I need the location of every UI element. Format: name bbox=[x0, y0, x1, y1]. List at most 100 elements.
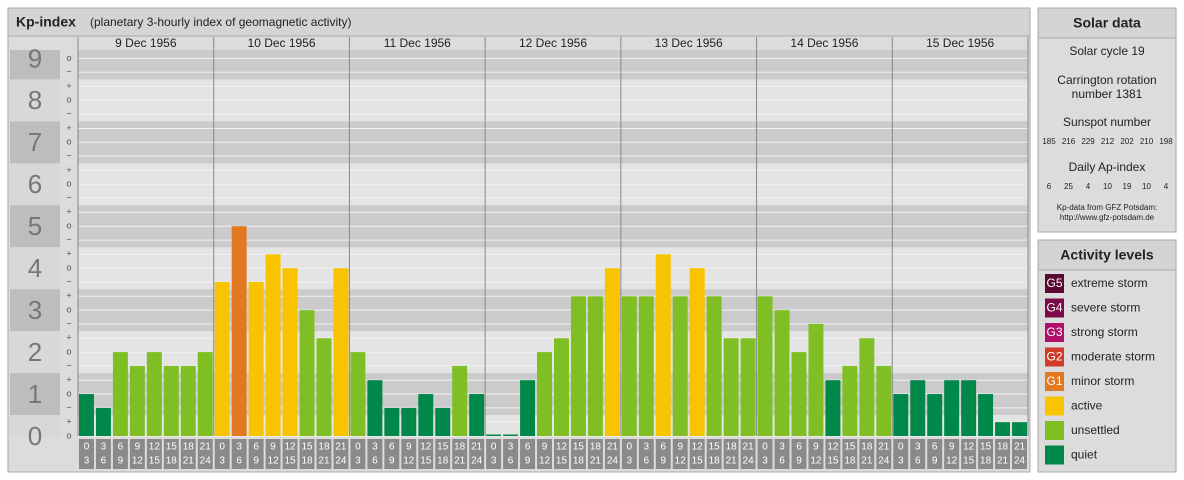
level-code: G3 bbox=[1046, 325, 1062, 339]
bar bbox=[587, 296, 603, 436]
hour-label: 18 bbox=[980, 456, 992, 467]
hour-box bbox=[723, 439, 739, 469]
bar bbox=[214, 282, 230, 436]
level-name: moderate storm bbox=[1071, 350, 1155, 364]
minor-tick-label: o bbox=[66, 263, 71, 273]
hour-box bbox=[163, 439, 179, 469]
sunspot-number: 210 bbox=[1140, 137, 1154, 146]
hour-label: 21 bbox=[183, 456, 195, 467]
bar bbox=[825, 380, 841, 436]
sunspot-number: 229 bbox=[1081, 137, 1095, 146]
y-label-bg bbox=[10, 50, 60, 80]
minor-tick-label: o bbox=[66, 53, 71, 63]
level-name: strong storm bbox=[1071, 325, 1138, 339]
sunspot-number: 212 bbox=[1101, 137, 1115, 146]
bar bbox=[859, 338, 875, 436]
hour-label: 15 bbox=[420, 456, 432, 467]
hour-box bbox=[282, 439, 298, 469]
hour-label: 21 bbox=[200, 442, 212, 453]
bar bbox=[944, 380, 960, 436]
bar bbox=[638, 296, 654, 436]
bar bbox=[401, 407, 417, 436]
hour-box bbox=[978, 439, 994, 469]
bar bbox=[740, 338, 756, 436]
level-swatch bbox=[1045, 274, 1064, 293]
hour-box bbox=[808, 439, 824, 469]
solar-title: Solar data bbox=[1073, 15, 1141, 31]
hour-box bbox=[384, 439, 400, 469]
hour-box bbox=[927, 439, 943, 469]
minor-tick-label: − bbox=[66, 234, 71, 244]
hour-label: 12 bbox=[132, 456, 144, 467]
level-code: G5 bbox=[1046, 276, 1062, 290]
hour-label: 12 bbox=[946, 456, 958, 467]
ap-number: 4 bbox=[1164, 182, 1169, 191]
hour-label: 15 bbox=[980, 442, 992, 453]
bar bbox=[367, 380, 383, 436]
minor-tick-label: o bbox=[66, 179, 71, 189]
hour-box bbox=[791, 439, 807, 469]
y-label-bg bbox=[10, 373, 60, 416]
sunspot-title: Sunspot number bbox=[1063, 115, 1151, 129]
y-label-bg bbox=[10, 79, 60, 122]
hour-label: 12 bbox=[556, 442, 568, 453]
hour-label: 0 bbox=[84, 442, 90, 453]
minor-tick-label: − bbox=[66, 192, 71, 202]
hour-label: 15 bbox=[844, 442, 856, 453]
hour-label: 9 bbox=[949, 442, 955, 453]
hour-label: 18 bbox=[590, 442, 602, 453]
hour-label: 15 bbox=[692, 456, 704, 467]
hour-label: 21 bbox=[878, 442, 890, 453]
bar bbox=[146, 352, 162, 436]
date-label: 9 Dec 1956 bbox=[115, 36, 177, 50]
levels-title: Activity levels bbox=[1060, 247, 1154, 263]
hour-box bbox=[418, 439, 434, 469]
hour-box bbox=[1012, 439, 1027, 469]
level-swatch bbox=[1045, 347, 1064, 367]
hour-label: 21 bbox=[318, 456, 330, 467]
hour-box bbox=[893, 439, 909, 469]
y-label-bg bbox=[10, 331, 60, 374]
minor-tick-label: − bbox=[66, 109, 71, 119]
bar bbox=[197, 352, 213, 436]
hour-label: 15 bbox=[284, 456, 296, 467]
bar bbox=[757, 296, 773, 436]
y-tick-label: 3 bbox=[28, 295, 42, 325]
level-name: minor storm bbox=[1071, 374, 1134, 388]
title-bar bbox=[7, 7, 1031, 37]
sunspot-number: 216 bbox=[1062, 137, 1076, 146]
minor-tick-label: o bbox=[66, 221, 71, 231]
hour-box bbox=[503, 439, 519, 469]
hour-box bbox=[910, 439, 926, 469]
level-name: active bbox=[1071, 399, 1103, 413]
bar bbox=[808, 323, 824, 436]
hour-label: 15 bbox=[149, 456, 161, 467]
hour-box bbox=[452, 439, 468, 469]
minor-tick-label: + bbox=[66, 123, 71, 133]
band bbox=[78, 50, 1028, 80]
bar bbox=[231, 226, 247, 436]
hour-box bbox=[214, 439, 230, 469]
bar bbox=[723, 338, 739, 436]
date-label: 14 Dec 1956 bbox=[790, 36, 858, 50]
hour-label: 21 bbox=[471, 442, 483, 453]
hour-box bbox=[757, 439, 773, 469]
y-tick-label: 1 bbox=[28, 379, 42, 409]
hour-label: 3 bbox=[236, 442, 242, 453]
hour-label: 9 bbox=[660, 456, 666, 467]
hour-label: 18 bbox=[166, 456, 178, 467]
bar bbox=[961, 380, 977, 436]
hour-label: 18 bbox=[844, 456, 856, 467]
hour-box bbox=[621, 439, 637, 469]
hour-label: 12 bbox=[810, 456, 822, 467]
hour-label: 3 bbox=[84, 456, 90, 467]
hour-label: 0 bbox=[219, 442, 225, 453]
hour-label: 12 bbox=[284, 442, 296, 453]
hour-label: 24 bbox=[607, 456, 619, 467]
bar bbox=[537, 352, 552, 436]
minor-tick-label: − bbox=[66, 318, 71, 328]
date-label: 13 Dec 1956 bbox=[655, 36, 723, 50]
hour-box bbox=[435, 439, 451, 469]
hour-label: 24 bbox=[878, 456, 890, 467]
